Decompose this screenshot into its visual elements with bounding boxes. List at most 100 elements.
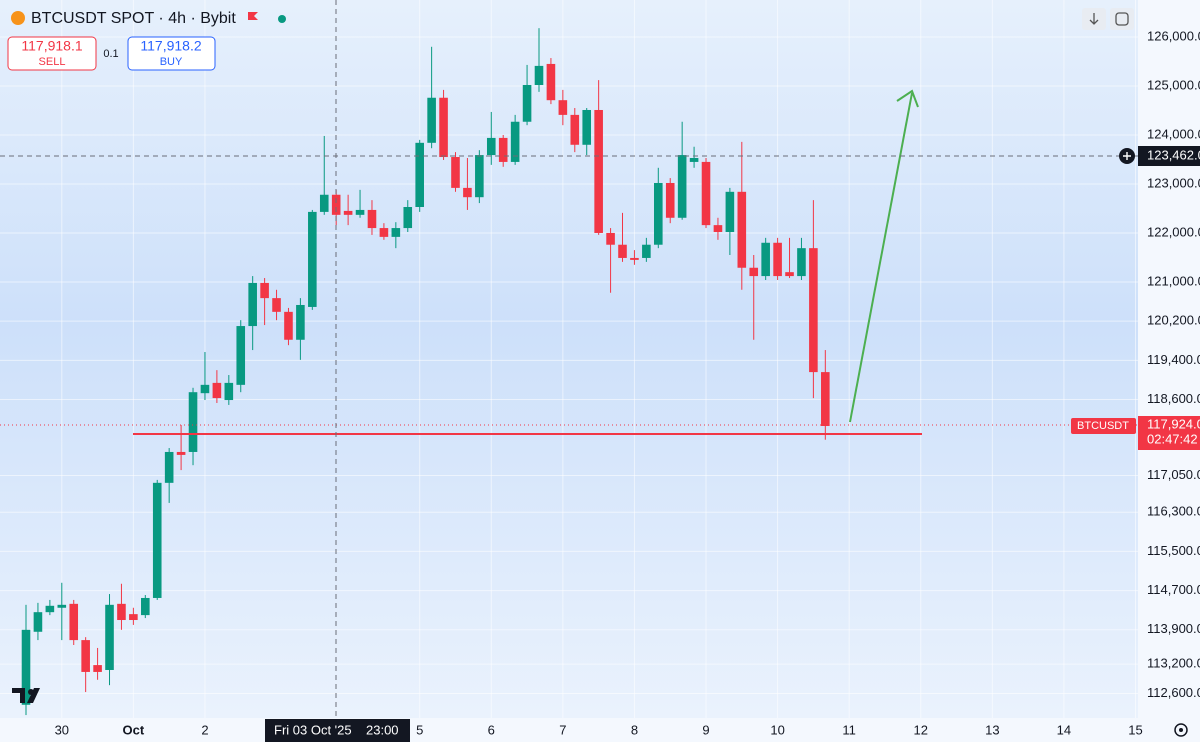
x-tick-label: 7 [559,722,566,737]
candle-body [570,114,580,145]
settings-icon-center [1179,728,1183,732]
candle-body [403,206,413,229]
candle-body [606,232,615,245]
candle-body [534,65,544,86]
flag-icon[interactable] [248,12,258,20]
candle-body [522,85,532,122]
candle-body [308,211,317,307]
candle-body [713,225,723,232]
candle-body [319,194,329,212]
candle-body [475,155,484,198]
y-tick-label: 119,400.0 [1147,352,1200,367]
y-tick-label: 117,050.0 [1147,467,1200,482]
y-tick-label: 124,000.0 [1147,126,1200,141]
spread: 0.1 [103,48,118,60]
candle-body [45,605,55,613]
x-tick-label: 11 [842,722,856,737]
last-price: 117,924.0 [1147,416,1200,431]
candle-body [821,372,830,426]
buy-price: 117,918.2 [140,38,201,54]
candle-body [797,248,806,277]
candle-body [379,228,389,237]
candle-body [594,109,603,233]
candle-body [57,604,67,608]
crosshair-price: 123,462.0 [1147,147,1200,162]
crosshair-date: Fri 03 Oct '25 [274,722,352,737]
x-tick-label: 12 [914,722,928,737]
candle-body [81,640,90,672]
candle-body [152,482,162,598]
y-tick-label: 114,700.0 [1147,582,1200,597]
candle-body [105,604,114,670]
candle-body [558,100,568,115]
candle-body [176,451,186,455]
candle-body [296,304,305,340]
buy-label: BUY [160,56,183,68]
symbol-title[interactable]: BTCUSDT SPOT · 4h · Bybit [31,10,236,27]
price-axis [1138,0,1200,742]
candle-body [164,451,174,483]
candle-body [93,665,102,672]
symbol-tag: BTCUSDT [1077,420,1129,432]
settings-icon[interactable] [1174,723,1188,737]
candle-body [677,155,687,218]
candle-body [546,63,556,101]
candle-body [642,244,651,258]
status-dot [278,15,286,23]
fullscreen-button[interactable] [1110,8,1134,30]
x-tick-label: 2 [201,722,208,737]
sell-price: 117,918.1 [21,38,82,54]
x-tick-label: 9 [702,722,709,737]
candle-body [272,298,281,312]
candle-body [630,257,639,260]
candle-body [701,161,711,226]
candle-body [21,629,31,705]
candle-body [188,392,198,452]
candle-body [236,326,246,385]
candle-body [439,97,448,158]
candle-body [761,242,770,277]
countdown: 02:47:42 [1147,431,1198,446]
x-tick-label: 30 [55,722,69,737]
candle-body [284,311,293,340]
y-tick-label: 125,000.0 [1147,77,1200,92]
candle-body [785,272,794,277]
y-tick-label: 115,500.0 [1147,543,1200,558]
grid [0,0,1138,718]
sell-label: SELL [39,56,66,68]
y-tick-label: 118,600.0 [1147,391,1200,406]
candle-body [463,187,472,198]
crosshair-price-box [1138,146,1200,166]
price-axis-labels: 126,000.0 125,000.0 124,000.0 123,000.0 122,… [1147,28,1200,700]
candle-body [618,244,627,258]
fullscreen-icon [1115,12,1129,26]
candle-body [510,121,520,162]
y-tick-label: 120,200.0 [1147,313,1200,328]
x-tick-label: 10 [770,722,784,737]
y-tick-label: 121,000.0 [1147,273,1200,288]
candle-body [582,109,592,145]
arrow-line [849,92,913,423]
arrow-head [896,89,919,108]
add-icon [1123,152,1131,160]
time-axis [0,718,1138,742]
candle-body [343,210,353,215]
candle-body [212,382,222,399]
candle-body [415,142,424,207]
x-tick-label: 6 [488,722,495,737]
candle-body [725,191,735,232]
x-tick-label: 14 [1057,722,1071,737]
y-tick-label: 123,000.0 [1147,175,1200,190]
scroll-icon [1089,13,1099,25]
candle-body [129,614,138,621]
x-tick-label: 15 [1128,722,1142,737]
x-tick-label: 5 [416,722,423,737]
tv-logo-dot [28,689,34,695]
candle-body [260,282,269,299]
candle-body [33,612,43,632]
candle-body [486,137,496,156]
buy-button[interactable] [127,36,216,71]
last-price-box [1138,416,1200,450]
crosshair-time: 23:00 [366,722,399,737]
sell-button[interactable] [7,36,97,71]
